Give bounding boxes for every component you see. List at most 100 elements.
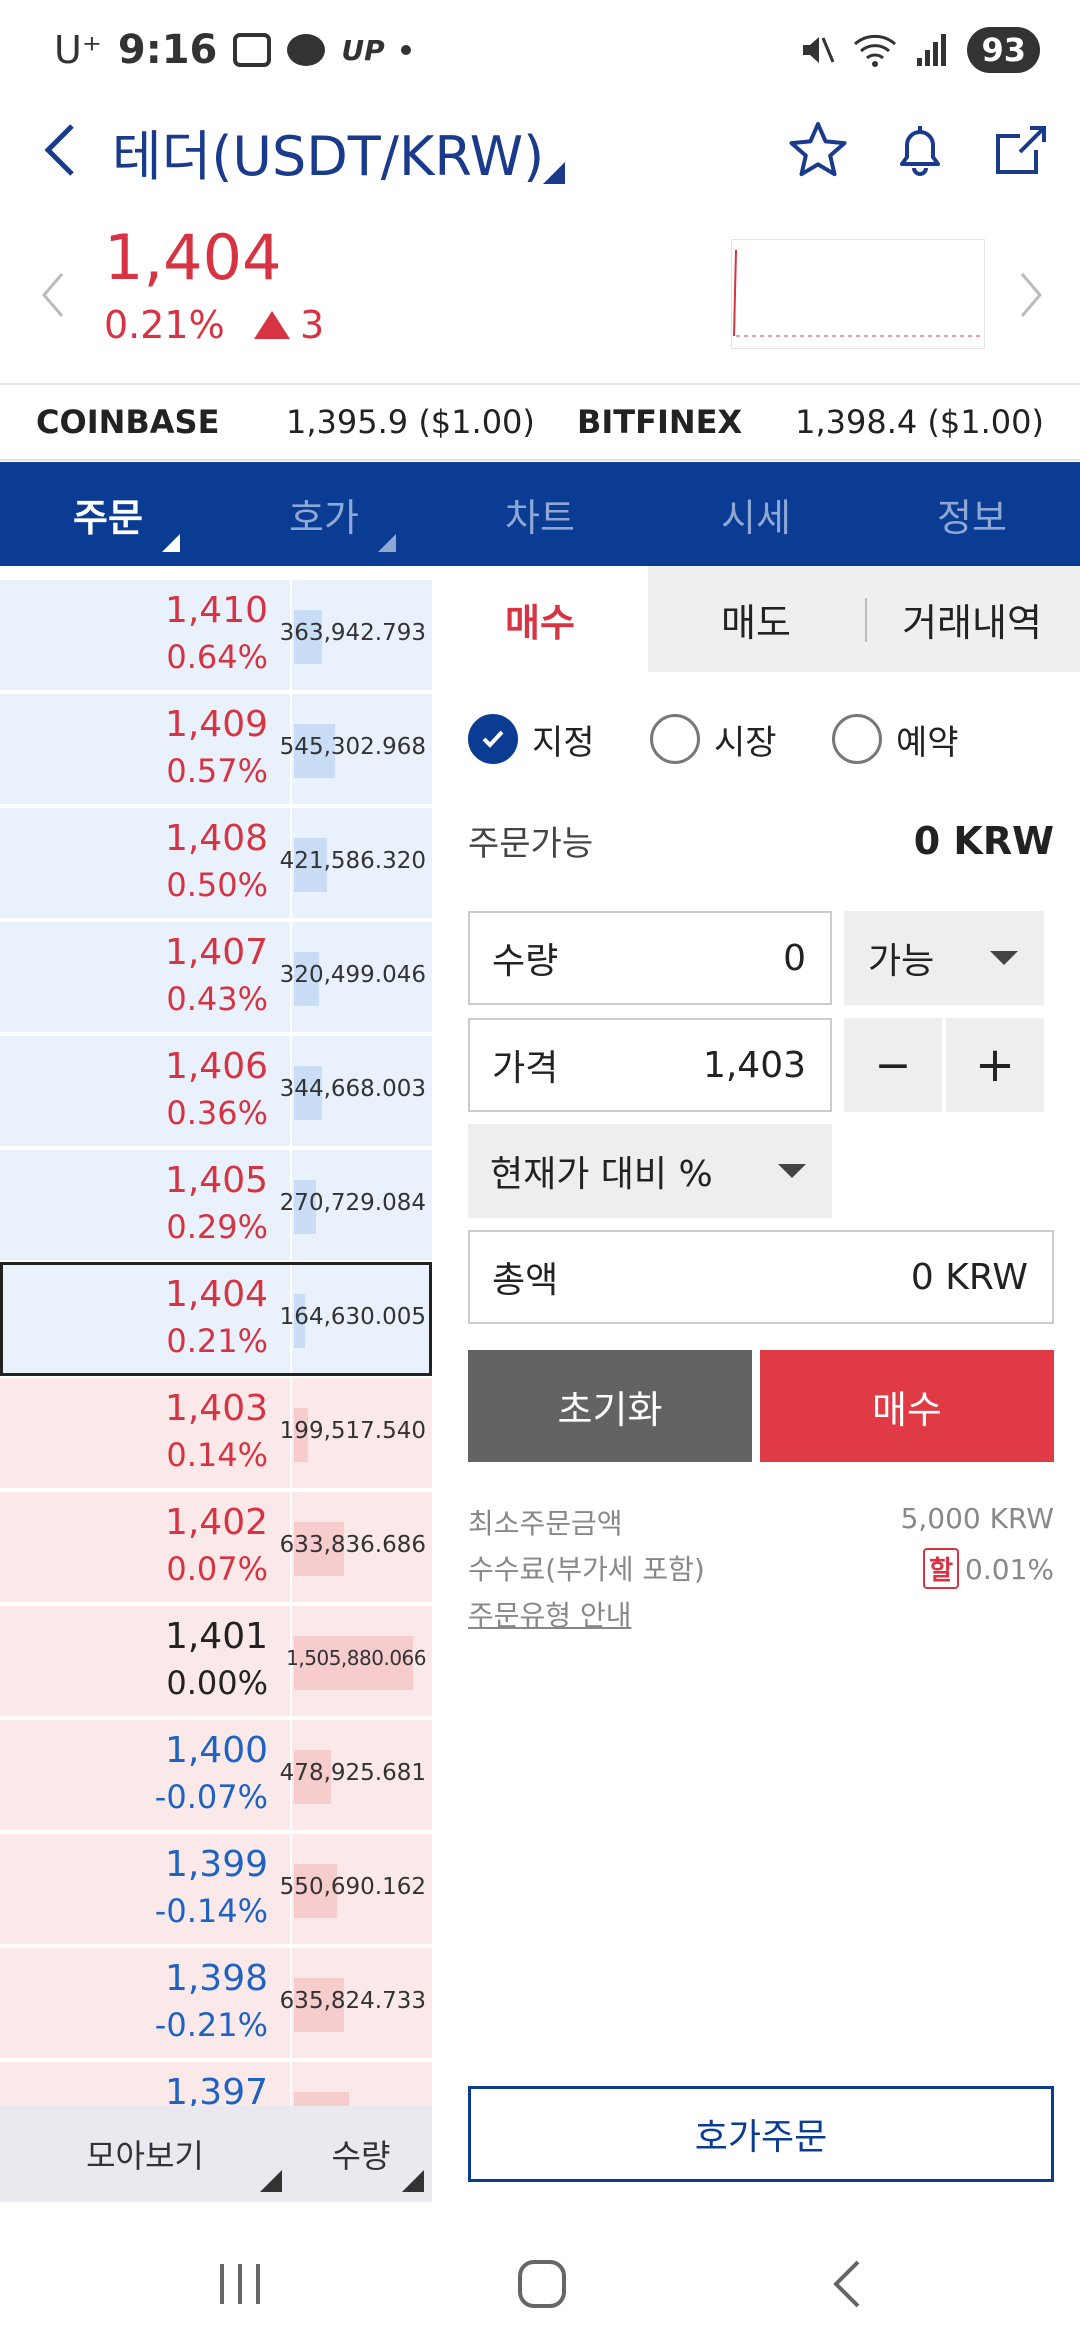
order-type-radios: 지정 시장 예약 (468, 714, 1014, 764)
quantity-field[interactable]: 수량 0 (468, 911, 832, 1005)
orderbook-volume-bar (294, 1978, 344, 2032)
total-label: 총액 (492, 1260, 559, 1301)
orderbook-row[interactable]: 1,401 0.00% 1,505,880.066 (0, 1606, 432, 1718)
view-all-label: 모아보기 (86, 2137, 204, 2175)
orderbook-price: 1,398 (164, 1958, 268, 1999)
radio-reserve-label: 예약 (896, 722, 959, 763)
orderbook-rate: 0.00% (166, 1664, 268, 1702)
orderbook-rate: 0.64% (166, 638, 268, 676)
orderbook-row[interactable]: 1,409 0.57% 545,302.968 (0, 694, 432, 806)
orderbook-price-cell: 1,397 (0, 2062, 288, 2106)
order-panel: 매수 매도 거래내역 지정 시장 예약 주문가능 0 KRW 수량 0 가능 가… (432, 566, 1080, 2206)
price-minus-button[interactable]: − (844, 1018, 942, 1112)
orderbook-price-cell: 1,405 0.29% (0, 1150, 288, 1262)
hoga-order-button[interactable]: 호가주문 (468, 2086, 1054, 2182)
possible-dropdown[interactable]: 가능 (844, 911, 1044, 1005)
quantity-unit-label: 수량 (331, 2137, 391, 2175)
prev-coin-arrow-icon[interactable] (38, 270, 68, 320)
orderbook-price: 1,408 (164, 818, 268, 859)
price-field[interactable]: 가격 1,403 (468, 1018, 832, 1112)
orderbook-rate: -0.21% (154, 2006, 268, 2044)
tab-hoga[interactable]: 호가 (216, 462, 432, 566)
orderbook-row[interactable]: 1,406 0.36% 344,668.003 (0, 1036, 432, 1148)
orderbook-price-cell: 1,404 0.21% (0, 1264, 288, 1376)
bell-icon[interactable] (888, 118, 952, 182)
tab-quote[interactable]: 시세 (648, 462, 864, 566)
orderbook-rate: 0.07% (166, 1550, 268, 1588)
orderbook-row[interactable]: 1,404 0.21% 164,630.005 (0, 1264, 432, 1376)
status-time: 9:16 (117, 27, 218, 73)
available-balance: 주문가능 0 KRW (468, 816, 1054, 865)
tab-chart[interactable]: 차트 (432, 462, 648, 566)
page-title[interactable]: 테더(USDT/KRW) (112, 125, 545, 188)
tab-caret-icon (378, 534, 396, 552)
main-tabs: 주문 호가 차트 시세 정보 (0, 462, 1080, 566)
orderbook-row[interactable]: 1,400 -0.07% 478,925.681 (0, 1720, 432, 1832)
radio-reserve[interactable]: 예약 (832, 714, 1014, 764)
price-plus-button[interactable]: + (946, 1018, 1044, 1112)
orderbook-price: 1,410 (164, 590, 268, 631)
orderbook-qty: 633,836.686 (279, 1532, 426, 1558)
dropdown-arrow-icon (990, 951, 1018, 965)
subtab-buy[interactable]: 매수 (432, 566, 648, 672)
signal-icon (917, 34, 947, 66)
view-all-dropdown[interactable]: 모아보기 (0, 2106, 290, 2202)
total-field[interactable]: 총액 0 KRW (468, 1230, 1054, 1324)
orderbook-volume-bar (294, 952, 319, 1006)
min-order-row: 최소주문금액 5,000 KRW (468, 1502, 1054, 1542)
orderbook-row[interactable]: 1,397 (0, 2062, 432, 2106)
orderbook-row[interactable]: 1,410 0.64% 363,942.793 (0, 580, 432, 692)
fee-info: 할 0.01% (923, 1548, 1054, 1589)
orderbook-row[interactable]: 1,408 0.50% 421,586.320 (0, 808, 432, 920)
change-value: 3 (300, 303, 325, 347)
orderbook-row[interactable]: 1,405 0.29% 270,729.084 (0, 1150, 432, 1262)
star-icon[interactable] (786, 118, 850, 182)
mute-icon (803, 37, 835, 63)
orderbook-qty: 164,630.005 (279, 1304, 426, 1330)
back-icon[interactable] (818, 2254, 878, 2314)
home-icon[interactable] (512, 2254, 572, 2314)
radio-empty-icon (650, 714, 700, 764)
share-icon[interactable] (990, 118, 1054, 182)
orderbook-price-cell: 1,408 0.50% (0, 808, 288, 920)
orderbook-row[interactable]: 1,403 0.14% 199,517.540 (0, 1378, 432, 1490)
reset-button[interactable]: 초기화 (468, 1350, 752, 1462)
tab-order-label: 주문 (73, 495, 143, 540)
quantity-dropdown[interactable]: 수량 (290, 2106, 432, 2202)
buy-button[interactable]: 매수 (760, 1350, 1054, 1462)
orderbook-qty: 478,925.681 (279, 1760, 426, 1786)
percent-dropdown[interactable]: 현재가 대비 % (468, 1124, 832, 1218)
orderbook-volume-bar (294, 1180, 316, 1234)
orderbook-volume-bar (294, 838, 327, 892)
orderbook-qty: 545,302.968 (279, 734, 426, 760)
exchange-name-bitfinex: BITFINEX (577, 403, 743, 441)
exchange-prices: COINBASE 1,395.9 ($1.00) BITFINEX 1,398.… (0, 385, 1080, 461)
orderbook-price-cell: 1,406 0.36% (0, 1036, 288, 1148)
tab-order[interactable]: 주문 (0, 462, 216, 566)
radio-market[interactable]: 시장 (650, 714, 832, 764)
title-dropdown-caret-icon[interactable] (543, 162, 565, 184)
radio-limit[interactable]: 지정 (468, 714, 650, 764)
plus-icon: + (974, 1037, 1016, 1093)
orderbook-price-cell: 1,400 -0.07% (0, 1720, 288, 1832)
fee-value: 0.01% (965, 1553, 1054, 1586)
tab-info[interactable]: 정보 (864, 462, 1080, 566)
next-coin-arrow-icon[interactable] (1016, 270, 1046, 320)
recent-apps-icon[interactable] (210, 2254, 270, 2314)
orderbook-row[interactable]: 1,402 0.07% 633,836.686 (0, 1492, 432, 1604)
subtab-history[interactable]: 거래내역 (864, 566, 1080, 672)
orderbook-price: 1,402 (164, 1502, 268, 1543)
price-value: 1,403 (702, 1044, 806, 1086)
orderbook-row[interactable]: 1,407 0.43% 320,499.046 (0, 922, 432, 1034)
message-icon (287, 34, 326, 66)
back-arrow-icon[interactable] (36, 120, 86, 180)
orderbook-row[interactable]: 1,398 -0.21% 635,824.733 (0, 1948, 432, 2060)
notification-dot-icon (400, 45, 411, 55)
orderbook-qty: 635,824.733 (279, 1988, 426, 2014)
order-type-guide-link[interactable]: 주문유형 안내 (468, 1599, 632, 1632)
orderbook-price-cell: 1,407 0.43% (0, 922, 288, 1034)
minus-icon: − (874, 1039, 912, 1091)
subtab-sell[interactable]: 매도 (648, 566, 864, 672)
orderbook-qty: 270,729.084 (279, 1190, 426, 1216)
orderbook-row[interactable]: 1,399 -0.14% 550,690.162 (0, 1834, 432, 1946)
